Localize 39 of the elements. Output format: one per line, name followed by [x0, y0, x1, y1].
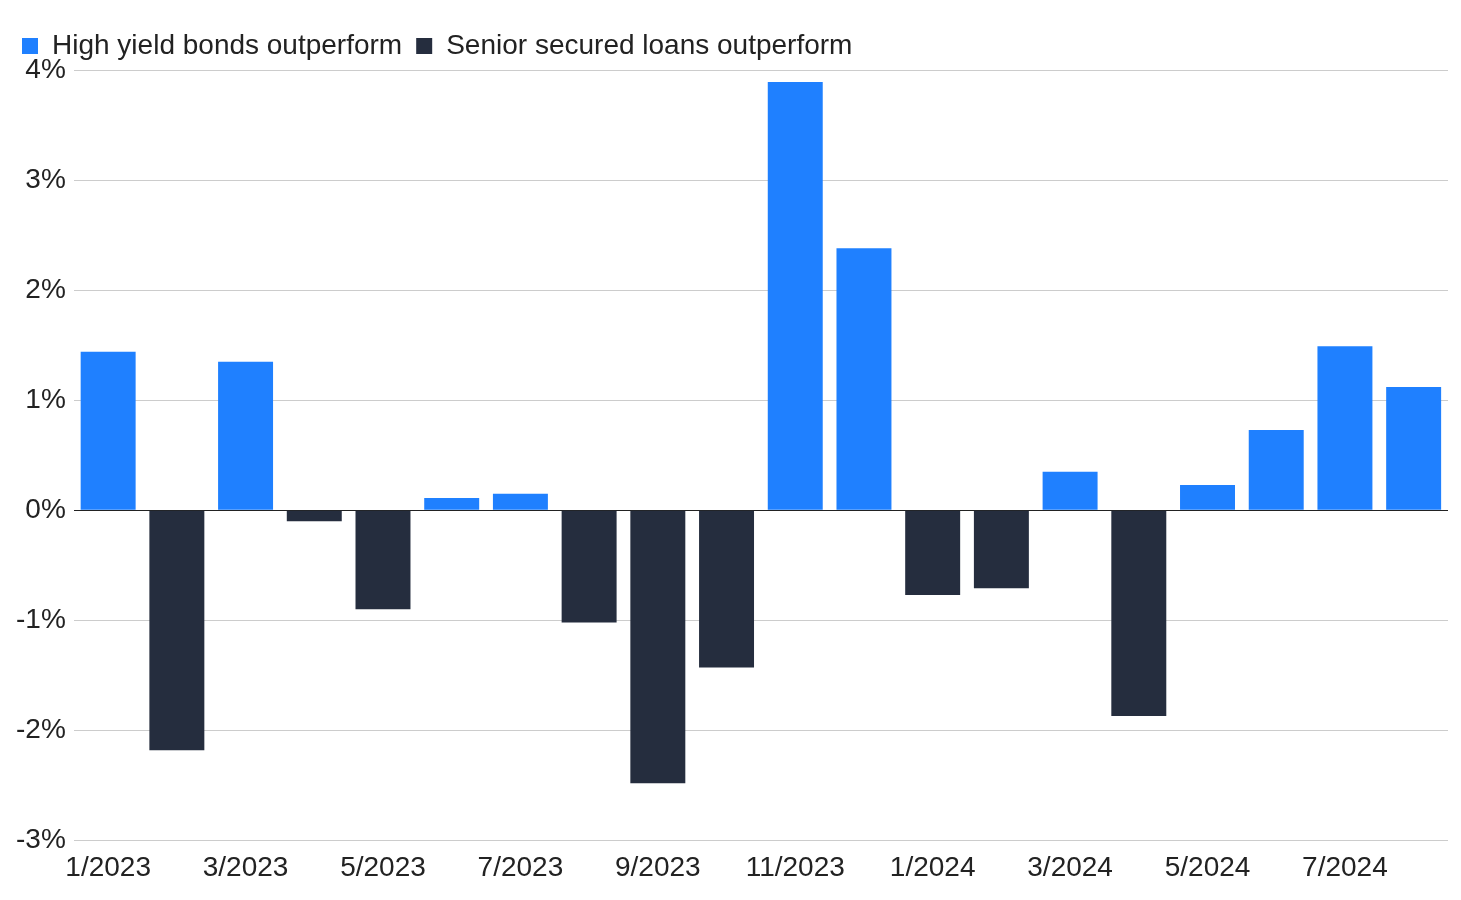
x-tick-label: 3/2023: [202, 850, 289, 882]
legend-label: Senior secured loans outperform: [446, 28, 853, 60]
bar: [218, 361, 274, 510]
y-tick-label: 2%: [25, 272, 66, 304]
bar: [836, 248, 892, 510]
x-tick-label: 11/2023: [745, 850, 845, 882]
bar: [905, 510, 961, 595]
x-tick-label: 3/2024: [1027, 850, 1113, 882]
bar: [699, 510, 755, 668]
y-tick-label: 0%: [25, 492, 66, 524]
bar: [1111, 510, 1167, 717]
bar: [424, 498, 480, 510]
x-tick-label: 7/2023: [477, 850, 564, 882]
x-tick-label: 7/2024: [1302, 850, 1388, 882]
x-tick-label: 5/2024: [1164, 850, 1251, 882]
bar: [286, 510, 342, 522]
bar: [492, 493, 548, 510]
x-tick-label: 5/2023: [340, 850, 426, 882]
bar: [80, 351, 136, 510]
y-tick-label: 3%: [25, 162, 66, 194]
x-tick-label: 9/2023: [615, 850, 701, 882]
bar: [973, 510, 1029, 589]
y-tick-label: -1%: [16, 603, 66, 634]
bar: [149, 510, 205, 751]
y-tick-label: 1%: [25, 382, 66, 414]
bar: [355, 510, 411, 610]
legend-label: High yield bonds outperform: [52, 28, 403, 60]
x-tick-label: 1/2023: [65, 850, 151, 882]
y-tick-label: -3%: [16, 823, 66, 855]
bar: [767, 82, 823, 510]
bar: [561, 510, 617, 623]
bar: [630, 510, 686, 784]
bar: [1042, 471, 1098, 510]
x-tick-label: 1/2024: [889, 850, 976, 882]
bar: [1317, 346, 1373, 510]
bar: [1180, 484, 1235, 510]
y-tick-label: -2%: [16, 713, 66, 745]
bar: [1386, 386, 1442, 510]
bar: [1248, 429, 1304, 510]
